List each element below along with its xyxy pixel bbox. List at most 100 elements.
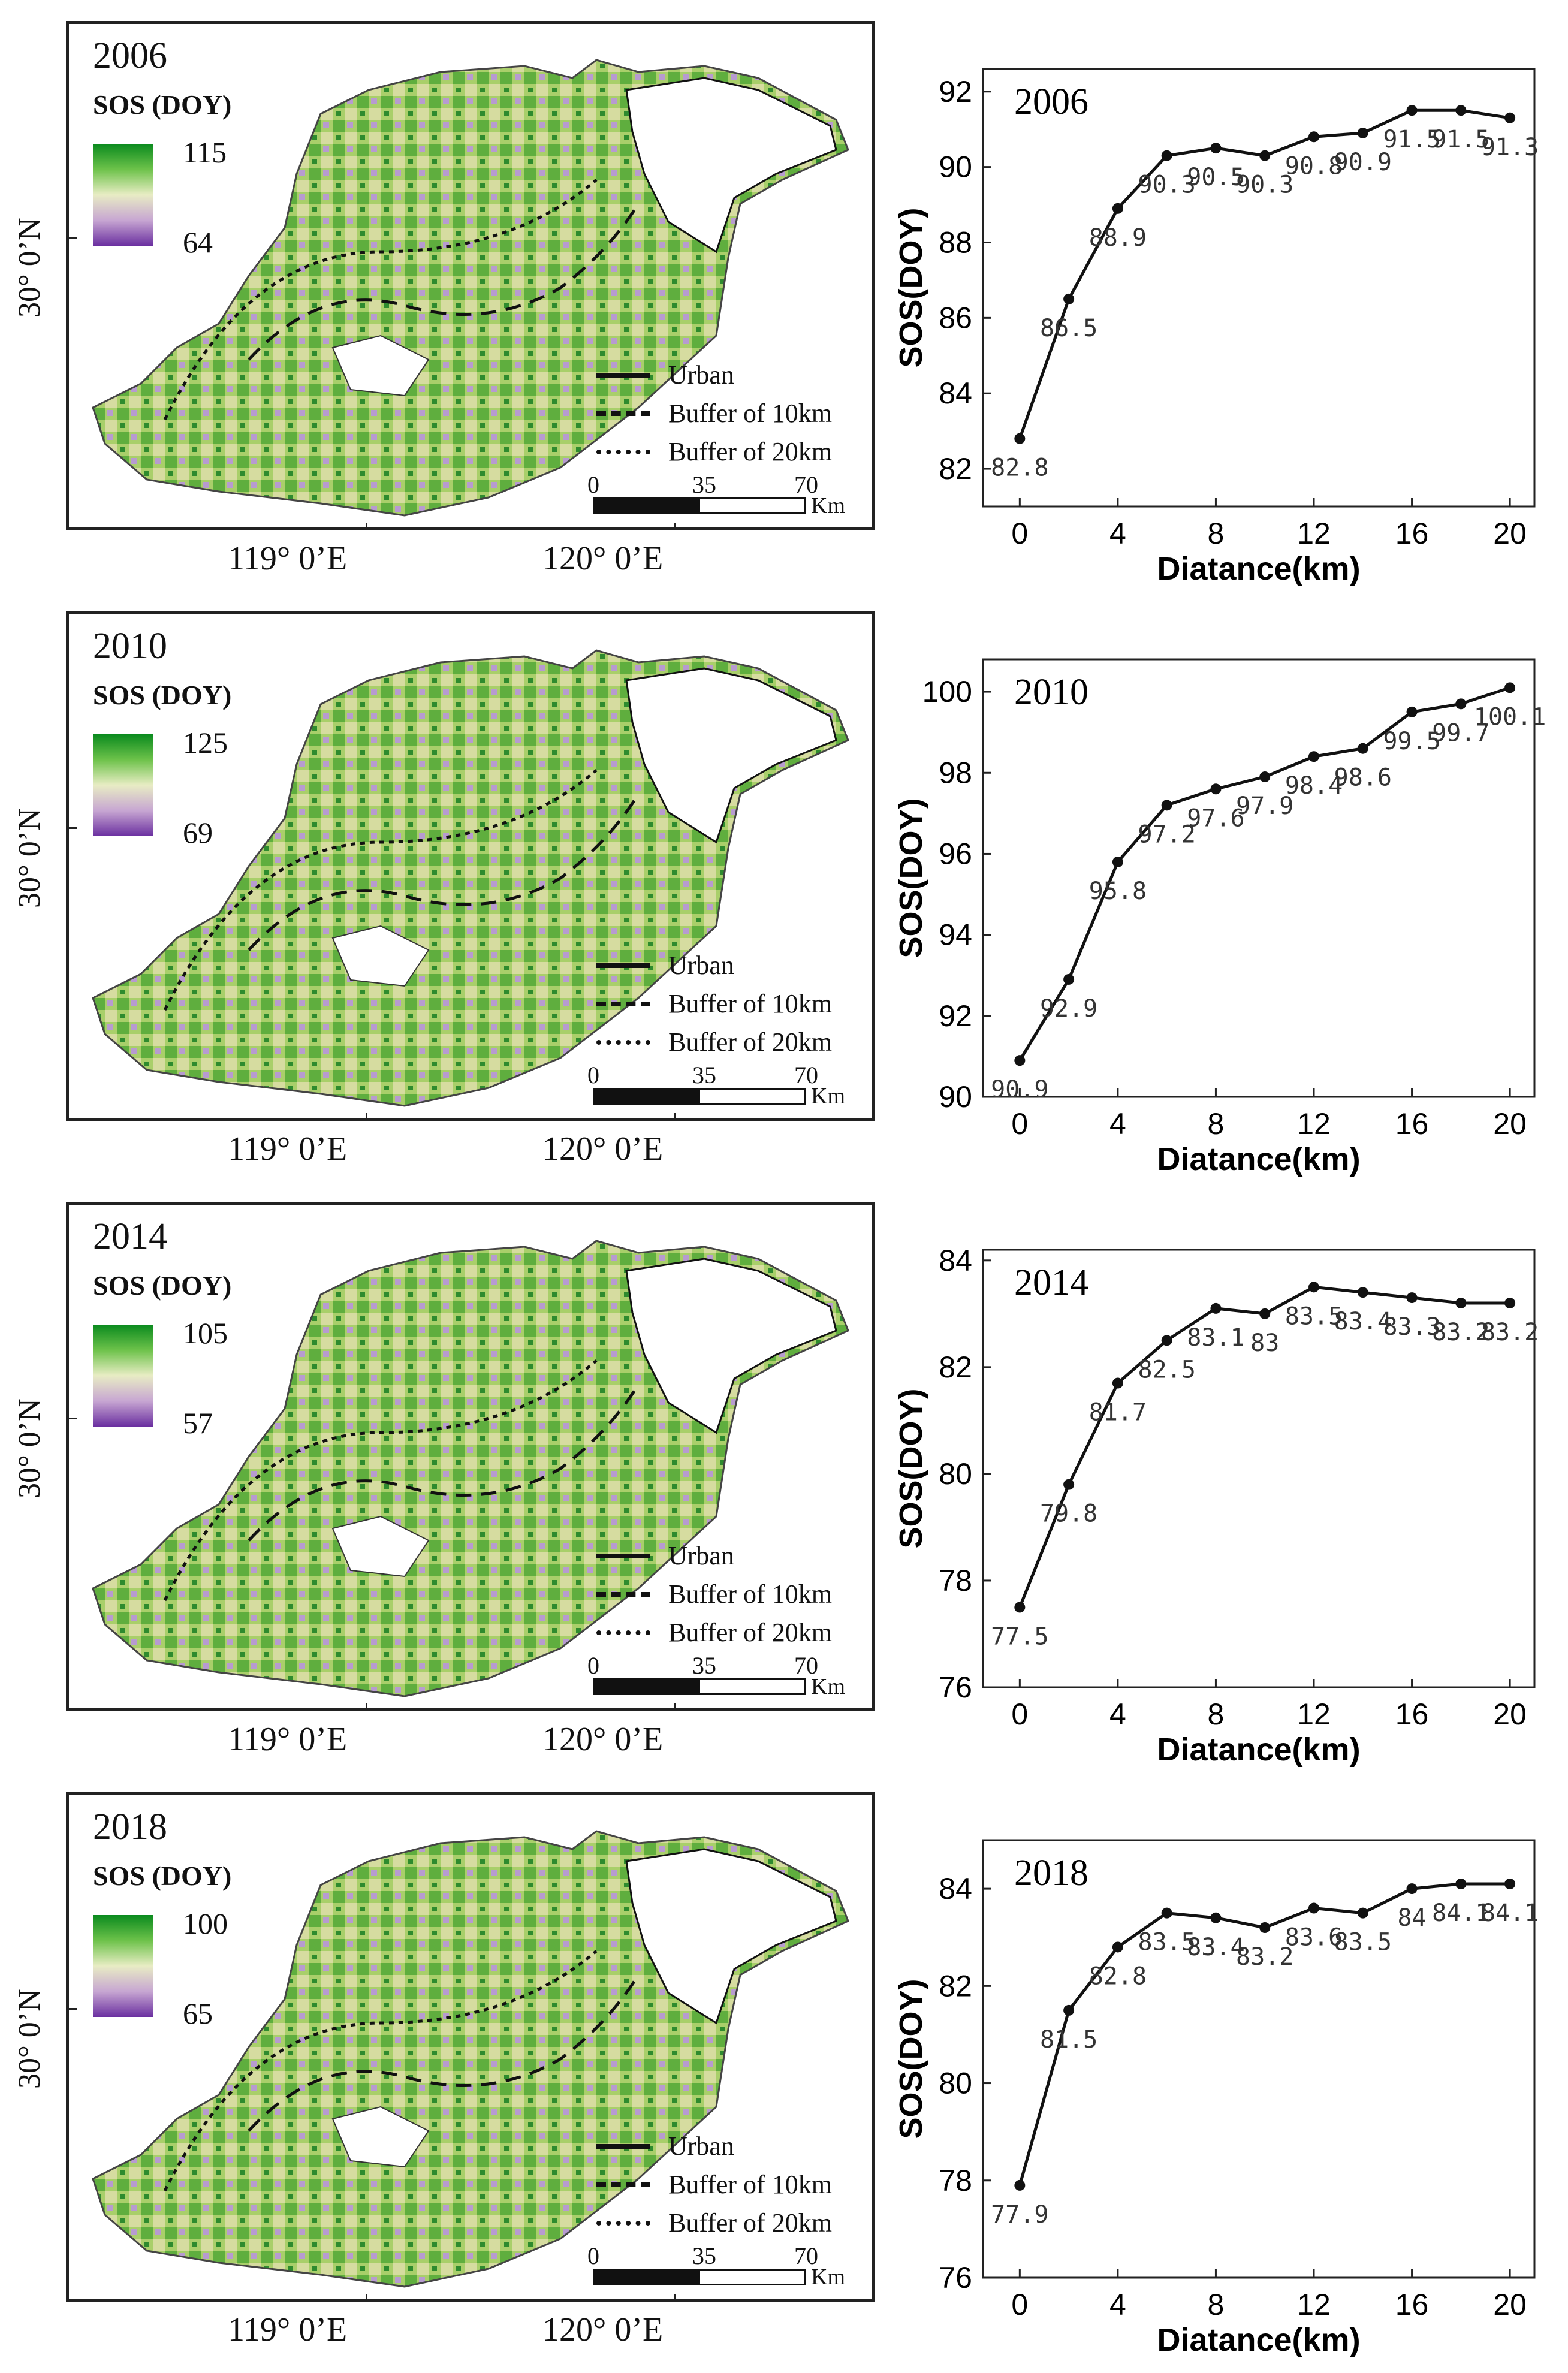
y-tick-label: 88: [939, 225, 972, 259]
y-axis-title: SOS(DOY): [893, 1979, 929, 2139]
data-point: [1063, 1479, 1075, 1490]
scale-value: 0: [587, 471, 599, 498]
data-label: 97.2: [1138, 821, 1196, 848]
scale-value: 0: [587, 2242, 599, 2269]
scale-unit: Km: [811, 493, 845, 518]
data-point: [1259, 1922, 1271, 1933]
legend-min: 65: [183, 1997, 213, 2030]
y-tick-label: 76: [939, 2261, 972, 2294]
lon-tick: [366, 1703, 367, 1708]
x-tick-label: 12: [1297, 1697, 1331, 1731]
y-tick-label: 84: [939, 1872, 972, 1905]
x-axis-title: Diatance(km): [1157, 551, 1360, 587]
x-axis-title: Diatance(km): [1157, 1141, 1360, 1177]
urban-area: [625, 1848, 837, 2025]
map-year-label: 2010: [93, 626, 167, 667]
scale-unit: Km: [811, 1084, 845, 1109]
map-panel-2010: 2010 SOS (DOY) 125 69 Urban Buffer of 10km Buf…: [66, 611, 875, 1121]
y-tick-label: 84: [939, 1244, 972, 1277]
data-label: 99.5: [1383, 728, 1440, 755]
latitude-label: 30° 0’N: [13, 808, 47, 908]
x-tick-label: 8: [1208, 1697, 1225, 1731]
x-tick-label: 16: [1395, 517, 1429, 550]
longitude-label: 120° 0’E: [542, 1721, 664, 1758]
data-label: 100.1: [1474, 703, 1546, 731]
data-point: [1455, 105, 1467, 116]
data-label: 84.1: [1481, 1899, 1539, 1927]
x-tick-label: 16: [1395, 1107, 1429, 1141]
lon-tick: [674, 2294, 676, 2299]
chart-year-title: 2010: [1014, 672, 1088, 713]
scale-value: 35: [692, 471, 716, 498]
lon-tick: [366, 523, 367, 527]
y-tick-label: 80: [939, 1457, 972, 1491]
data-label: 83.5: [1334, 1929, 1392, 1956]
study-area-map: [92, 1240, 849, 1697]
lon-tick: [674, 523, 676, 527]
non-vegetation-patch: [331, 2106, 430, 2168]
scale-value: 70: [794, 471, 818, 498]
data-label: 83.1: [1187, 1324, 1244, 1352]
data-point: [1112, 203, 1123, 214]
data-label: 91.5: [1383, 126, 1440, 153]
scale-bar-fill: [595, 1090, 700, 1103]
data-label: 84: [1397, 1904, 1426, 1932]
scale-bar: [593, 2269, 806, 2285]
legend-line-dotted: [596, 1040, 650, 1045]
data-point: [1504, 112, 1516, 123]
data-label: 88.9: [1089, 224, 1147, 252]
lat-tick: [69, 1418, 77, 1419]
scale-value: 35: [692, 2242, 716, 2269]
legend-line-dashed: [596, 1002, 650, 1006]
map-year-label: 2006: [93, 35, 167, 76]
data-point: [1259, 771, 1271, 783]
data-point: [1112, 856, 1123, 867]
x-tick-label: 12: [1297, 1107, 1331, 1141]
legend-line-label: Buffer of 10km: [668, 399, 832, 428]
y-tick-label: 100: [922, 675, 972, 708]
scale-value: 35: [692, 1062, 716, 1088]
data-point: [1014, 433, 1026, 444]
lat-tick: [69, 237, 77, 239]
urban-area: [625, 667, 837, 844]
legend-line-label: Buffer of 20km: [668, 1618, 832, 1647]
latitude-label: 30° 0’N: [13, 218, 47, 318]
legend-max: 105: [183, 1316, 228, 1350]
data-label: 83.2: [1432, 1319, 1489, 1346]
x-tick-label: 8: [1208, 517, 1225, 550]
scale-bar-fill: [595, 1680, 700, 1693]
data-point: [1504, 1298, 1516, 1309]
legend-line-dashed: [596, 1592, 650, 1597]
data-point: [1504, 1879, 1516, 1889]
longitude-label: 119° 0’E: [228, 2311, 348, 2348]
data-label: 91.3: [1481, 134, 1539, 161]
data-label: 83.4: [1187, 1934, 1244, 1961]
map-panel-2014: 2014 SOS (DOY) 105 57 Urban Buffer of 10km Buf…: [66, 1202, 875, 1711]
data-label: 98.6: [1334, 764, 1392, 792]
legend-max: 115: [183, 135, 227, 169]
x-tick-label: 0: [1011, 1697, 1028, 1731]
buffer-10km-line: [248, 203, 640, 361]
data-label: 77.5: [991, 1623, 1048, 1650]
lon-tick: [674, 1113, 676, 1118]
y-tick-label: 80: [939, 2067, 972, 2100]
x-tick-label: 0: [1011, 1107, 1028, 1141]
data-point: [1063, 973, 1075, 985]
data-point: [1210, 1912, 1222, 1923]
scale-value: 70: [794, 1652, 818, 1679]
y-axis-title: SOS(DOY): [893, 1388, 929, 1548]
map-panel-2018: 2018 SOS (DOY) 100 65 Urban Buffer of 10km Buf…: [66, 1792, 875, 2302]
data-label: 99.7: [1432, 719, 1489, 747]
data-label: 83.4: [1334, 1308, 1392, 1335]
scale-bar-fill: [595, 2271, 700, 2284]
lat-tick: [69, 827, 77, 829]
line-chart-2010: 90 92 94 96 98 100 0 4 8 12 16 20 Diatance(km) SOS(DO…: [893, 658, 1546, 1177]
study-area-map: [92, 1830, 849, 2288]
scale-value: 35: [692, 1652, 716, 1679]
lon-tick: [366, 2294, 367, 2299]
buffer-10km-line: [248, 1383, 640, 1542]
sos-colorbar: [93, 1915, 153, 2017]
data-label: 95.8: [1089, 878, 1147, 905]
longitude-label: 119° 0’E: [228, 1721, 348, 1758]
y-tick-label: 82: [939, 452, 972, 486]
